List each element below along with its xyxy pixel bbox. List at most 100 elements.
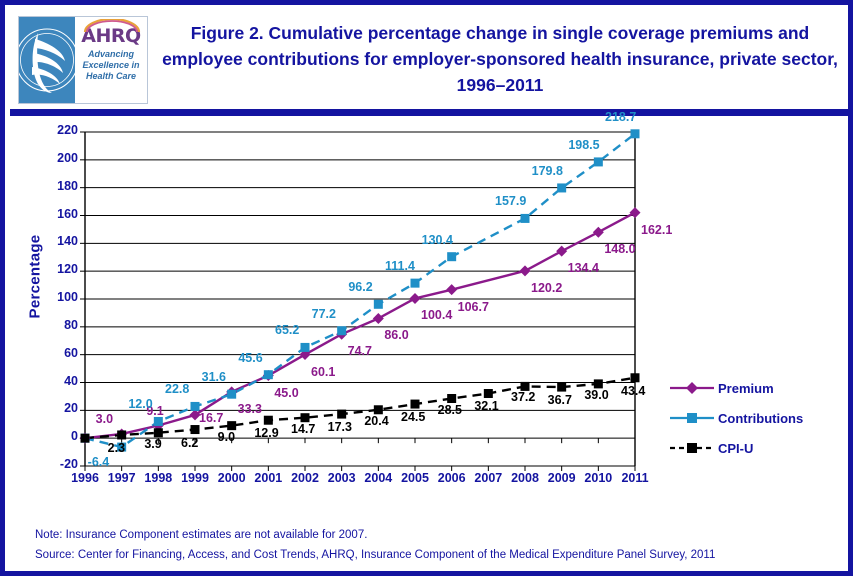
data-label: 33.3 (237, 401, 262, 416)
data-label: 28.5 (437, 402, 462, 417)
data-label: 162.1 (641, 222, 673, 237)
data-label: -6.4 (87, 455, 110, 470)
hhs-seal-icon (19, 17, 75, 103)
data-label: 74.7 (347, 344, 372, 359)
legend-key-contributions (670, 410, 714, 426)
ahrq-tagline-line2: Excellence in (82, 60, 140, 70)
x-tick-label: 2006 (437, 471, 466, 485)
data-label: 179.8 (531, 163, 563, 178)
footer-source: Source: Center for Financing, Access, an… (35, 549, 716, 561)
figure-header: AHRQ Advancing Excellence in Health Care… (10, 10, 853, 110)
ahrq-tagline-line1: Advancing (87, 49, 134, 59)
data-label: 148.0 (604, 242, 636, 257)
data-label: 134.4 (567, 261, 599, 276)
data-label: 2.3 (107, 440, 126, 455)
data-label: 100.4 (421, 308, 453, 323)
chart-area: Percentage -20 0 20 40 60 80 100 120 140 160 180 20… (10, 110, 853, 518)
legend-key-premium (670, 380, 714, 396)
line-chart-plot (79, 129, 641, 471)
data-label: 130.4 (421, 232, 453, 247)
data-label: 60.1 (311, 364, 336, 379)
data-label: 37.2 (511, 390, 536, 405)
data-label: 3.9 (144, 436, 162, 451)
ahrq-tagline-line3: Health Care (85, 71, 136, 81)
data-label: 16.7 (199, 410, 224, 425)
x-tick-label: 2010 (584, 471, 613, 485)
legend-item-contributions[interactable]: Contributions (670, 403, 850, 433)
legend-key-cpi (670, 440, 714, 456)
x-tick-label: 1999 (181, 471, 209, 485)
ahrq-acronym: AHRQ (81, 25, 141, 47)
figure-title: Figure 2. Cumulative percentage change i… (162, 23, 838, 95)
data-label: 17.3 (327, 420, 352, 435)
x-tick-label: 2003 (327, 471, 356, 485)
data-label: 111.4 (385, 259, 415, 274)
data-label: 9.0 (217, 429, 236, 444)
footer-note: Note: Insurance Component estimates are … (35, 529, 368, 541)
data-label: 20.4 (364, 413, 389, 428)
x-tick-label: 2004 (364, 471, 393, 485)
data-label: 86.0 (384, 328, 409, 343)
data-label: 198.5 (568, 137, 600, 152)
data-label: 77.2 (311, 306, 336, 321)
data-label: 43.4 (621, 383, 646, 398)
data-label: 14.7 (291, 421, 316, 436)
data-label: 120.2 (531, 280, 563, 295)
data-label: 6.2 (181, 435, 199, 450)
data-label: 3.0 (95, 411, 114, 426)
y-tick-label: 40 (64, 373, 78, 388)
data-label: 12.0 (128, 397, 153, 412)
data-label: 9.1 (146, 403, 164, 418)
legend-label-premium: Premium (718, 380, 774, 396)
y-tick-label: 60 (64, 345, 78, 360)
y-tick-label: 80 (64, 317, 78, 332)
data-label: 157.9 (495, 194, 527, 209)
y-tick-label: 20 (64, 401, 78, 416)
x-tick-label: 2011 (621, 471, 649, 485)
x-tick-label: 1997 (107, 471, 136, 485)
data-label: 45.0 (274, 385, 299, 400)
data-label: 31.6 (201, 370, 226, 385)
chart-legend: Premium Contributions CP (670, 373, 850, 463)
ahrq-wordmark: AHRQ Advancing Excellence in Health Care (75, 17, 147, 103)
legend-item-premium[interactable]: Premium (670, 373, 850, 403)
y-tick-label: 0 (71, 429, 78, 444)
y-tick-label: 200 (57, 150, 78, 165)
y-tick-label: 160 (57, 206, 78, 221)
x-tick-label: 2002 (291, 471, 319, 485)
x-tick-label: 2001 (254, 471, 283, 485)
data-label: 65.2 (275, 323, 300, 338)
ahrq-logo: AHRQ Advancing Excellence in Health Care (18, 16, 148, 104)
figure-footer: Note: Insurance Component estimates are … (35, 525, 835, 565)
data-label: 24.5 (401, 410, 426, 425)
data-label: 22.8 (165, 382, 190, 397)
y-tick-label: 100 (57, 290, 78, 304)
header-divider (10, 109, 853, 116)
rainbow-arc-icon (83, 19, 141, 33)
data-label: 45.6 (238, 350, 263, 365)
ahrq-tagline: Advancing Excellence in Health Care (82, 49, 139, 82)
y-tick-label: 120 (57, 262, 78, 277)
x-tick-label: 2008 (511, 471, 539, 485)
legend-label-contributions: Contributions (718, 410, 804, 426)
data-label: 12.9 (254, 426, 279, 441)
y-tick-label: 220 (57, 123, 78, 137)
x-tick-label: 2005 (401, 471, 429, 485)
data-label: 96.2 (348, 280, 373, 295)
y-tick-label: 140 (57, 234, 78, 249)
x-tick-label: 2007 (474, 471, 503, 485)
y-tick-label: -20 (59, 457, 78, 471)
data-label: 36.7 (547, 393, 572, 408)
data-label: 106.7 (457, 299, 489, 314)
x-tick-label: 1996 (71, 471, 99, 485)
data-label: 218.7 (605, 109, 637, 124)
data-label: 32.1 (474, 399, 499, 414)
legend-label-cpi: CPI-U (718, 440, 754, 456)
x-tick-label: 2000 (217, 471, 246, 485)
y-tick-label: 180 (57, 178, 78, 193)
x-tick-label: 1998 (144, 471, 173, 485)
x-tick-label: 2009 (547, 471, 576, 485)
legend-item-cpi[interactable]: CPI-U (670, 433, 850, 463)
data-label: 39.0 (584, 387, 609, 402)
